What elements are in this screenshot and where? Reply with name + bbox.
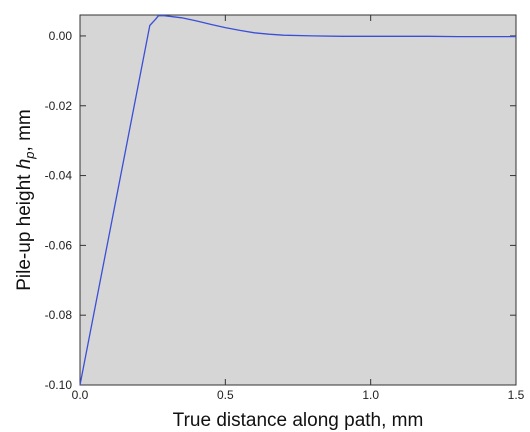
y-tick-label: -0.08: [45, 308, 73, 322]
y-axis: 0.00 -0.02 -0.04 -0.06 -0.08 -0.10: [45, 29, 516, 392]
y-tick-label: -0.02: [45, 99, 73, 113]
y-axis-title-prefix: Pile-up height: [14, 169, 35, 290]
y-tick-label: -0.10: [45, 378, 73, 392]
y-axis-title-subscript: p: [22, 151, 37, 159]
x-axis: 0.0 0.5 1.0 1.5: [72, 15, 525, 402]
x-tick-label: 0.0: [72, 388, 89, 402]
x-tick-label: 0.5: [217, 388, 234, 402]
y-tick-label: -0.04: [45, 169, 73, 183]
y-axis-title: Pile-up height hp, mm: [14, 109, 37, 291]
series-line-0: [79, 15, 516, 386]
x-tick-label: 1.0: [362, 388, 379, 402]
series-layer: [79, 15, 516, 386]
x-tick-label: 1.5: [508, 388, 525, 402]
plot-area: [79, 14, 517, 386]
x-axis-title: True distance along path, mm: [173, 410, 424, 431]
y-axis-title-suffix: , mm: [14, 109, 35, 151]
y-axis-title-variable: h: [14, 159, 35, 170]
y-tick-label: -0.06: [45, 238, 73, 252]
y-tick-label: 0.00: [49, 29, 73, 43]
